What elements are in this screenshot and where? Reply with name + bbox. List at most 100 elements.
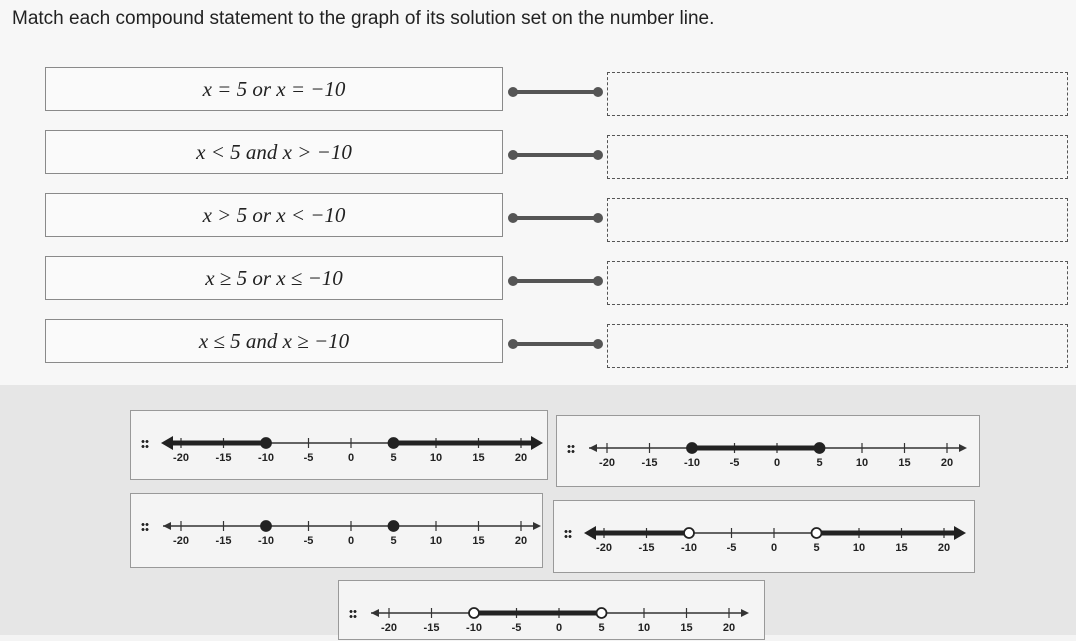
connector-dot — [508, 87, 518, 97]
ray-arrow — [584, 526, 596, 540]
connector-dot — [508, 213, 518, 223]
connector-line — [512, 279, 599, 283]
tick-label: 20 — [515, 535, 527, 547]
ray-arrow — [954, 526, 966, 540]
arrowhead — [371, 609, 379, 617]
drag-handle — [141, 439, 149, 449]
tick-label: 20 — [723, 622, 735, 634]
answer-card[interactable]: -20 -15 -10 -5 0 5 10 15 20 — [338, 580, 765, 640]
closed-point — [387, 520, 400, 532]
drop-zone[interactable] — [607, 135, 1068, 179]
closed-point — [387, 437, 400, 449]
number-line: -20 -15 -10 -5 0 5 10 15 20 — [163, 520, 541, 547]
tick-label: -5 — [512, 622, 522, 634]
tick-label: 0 — [348, 535, 354, 547]
connector — [508, 213, 603, 223]
question-title: Match each compound statement to the gra… — [12, 8, 715, 29]
tick-label: -20 — [173, 535, 189, 547]
drop-zone[interactable] — [607, 324, 1068, 368]
connector-dot — [508, 150, 518, 160]
connector-dot — [508, 276, 518, 286]
tick-label: 15 — [680, 622, 692, 634]
arrowhead — [959, 444, 967, 452]
connector-dot — [593, 213, 603, 223]
answer-card[interactable]: -20 -15 -10 -5 0 5 10 15 20 — [130, 410, 548, 480]
connector-dot — [593, 276, 603, 286]
connector-line — [512, 153, 599, 157]
tick-label: 15 — [898, 457, 910, 469]
connector — [508, 150, 603, 160]
ray-arrow — [531, 436, 543, 450]
answer-card[interactable]: -20 -15 -10 -5 0 5 10 15 20 — [130, 493, 543, 568]
connector-dot — [593, 339, 603, 349]
tick-label: 0 — [556, 622, 562, 634]
tick-label: -20 — [173, 452, 189, 464]
closed-point — [813, 442, 826, 454]
drop-zone[interactable] — [607, 198, 1068, 242]
tick-label: -5 — [727, 542, 737, 554]
drag-handle — [567, 444, 575, 454]
connector-line — [512, 90, 599, 94]
tick-label: -10 — [466, 622, 482, 634]
connector-dot — [593, 150, 603, 160]
tick-label: 15 — [895, 542, 907, 554]
number-line: -20 -15 -10 -5 0 5 10 15 20 — [371, 607, 749, 634]
tick-label: -5 — [730, 457, 740, 469]
statement: x = 5 or x = −10 — [45, 67, 503, 111]
open-point — [468, 607, 480, 619]
tick-label: -5 — [304, 535, 314, 547]
arrowhead — [741, 609, 749, 617]
tick-label: -10 — [684, 457, 700, 469]
connector — [508, 339, 603, 349]
connector-dot — [508, 339, 518, 349]
open-point — [683, 527, 695, 539]
open-point — [595, 607, 608, 619]
tick-label: -15 — [424, 622, 440, 634]
tick-label: -20 — [381, 622, 397, 634]
tick-label: 5 — [813, 542, 819, 554]
tick-label: 10 — [430, 535, 442, 547]
tick-label: 0 — [348, 452, 354, 464]
connector — [508, 87, 603, 97]
tick-label: 10 — [856, 457, 868, 469]
answer-card[interactable]: -20 -15 -10 -5 0 5 10 15 20 — [556, 415, 980, 487]
tick-label: 10 — [853, 542, 865, 554]
tick-label: 5 — [390, 535, 396, 547]
tick-label: 15 — [472, 452, 484, 464]
tick-label: 15 — [472, 535, 484, 547]
tick-label: 5 — [816, 457, 822, 469]
tick-label: -20 — [599, 457, 615, 469]
statement: x > 5 or x < −10 — [45, 193, 503, 237]
tick-label: 10 — [638, 622, 650, 634]
tick-label: 0 — [771, 542, 777, 554]
connector-line — [512, 342, 599, 346]
drag-handle — [564, 529, 572, 539]
tick-label: 10 — [430, 452, 442, 464]
tick-label: -15 — [216, 452, 232, 464]
statement: x ≤ 5 and x ≥ −10 — [45, 319, 503, 363]
statement: x ≥ 5 or x ≤ −10 — [45, 256, 503, 300]
arrowhead — [533, 522, 541, 530]
tick-label: 20 — [938, 542, 950, 554]
tick-label: -15 — [639, 542, 655, 554]
number-line: -20 -15 -10 -5 0 5 10 15 20 — [161, 436, 543, 464]
tick-label: -15 — [216, 535, 232, 547]
answer-card[interactable]: -20 -15 -10 -5 0 5 10 15 20 — [553, 500, 975, 573]
open-point — [810, 527, 823, 539]
drop-zone[interactable] — [607, 72, 1068, 116]
tick-label: -5 — [304, 452, 314, 464]
tick-label: -20 — [596, 542, 612, 554]
connector-line — [512, 216, 599, 220]
tick-label: -10 — [258, 452, 274, 464]
closed-point — [260, 437, 272, 449]
ray-arrow — [161, 436, 173, 450]
connector-dot — [593, 87, 603, 97]
number-line: -20 -15 -10 -5 0 5 10 15 20 — [589, 442, 967, 469]
connector — [508, 276, 603, 286]
drag-handle — [349, 609, 357, 619]
drag-handle — [141, 522, 149, 532]
statement: x < 5 and x > −10 — [45, 130, 503, 174]
drop-zone[interactable] — [607, 261, 1068, 305]
tick-label: 0 — [774, 457, 780, 469]
tick-label: 5 — [390, 452, 396, 464]
